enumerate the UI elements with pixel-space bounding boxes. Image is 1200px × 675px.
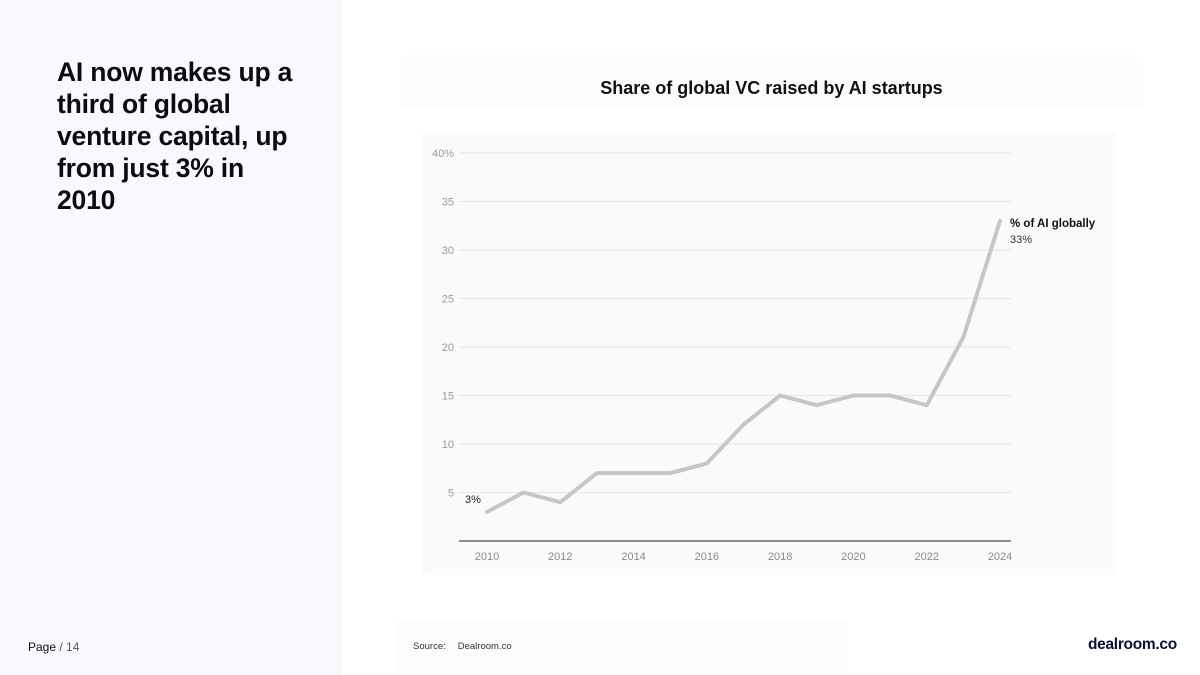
y-tick-label: 5 — [448, 488, 454, 500]
source-label: Source: — [413, 641, 446, 652]
series-name-label: % of AI globally — [1010, 218, 1096, 230]
y-tick-label: 10 — [442, 439, 454, 451]
chart-title: Share of global VC raised by AI startups — [600, 78, 943, 98]
y-tick-label: 30 — [442, 245, 454, 257]
page-label: Page — [28, 640, 57, 654]
x-tick-label: 2024 — [988, 551, 1012, 563]
page-indicator: Page / 14 — [28, 640, 79, 654]
y-tick-label: 35 — [442, 197, 454, 209]
x-tick-label: 2014 — [621, 551, 645, 563]
end-value-label: 33% — [1010, 234, 1032, 246]
plot-area — [422, 132, 1116, 575]
y-tick-label: 15 — [442, 391, 454, 403]
x-tick-label: 2010 — [475, 551, 499, 563]
page-separator: / — [56, 640, 67, 654]
y-tick-label: 40% — [432, 148, 454, 160]
start-value-label: 3% — [465, 494, 481, 506]
source-name: Dealroom.co — [457, 641, 512, 652]
x-tick-label: 2016 — [695, 551, 719, 563]
y-tick-label: 20 — [442, 342, 454, 354]
x-tick-label: 2012 — [548, 551, 572, 563]
y-tick-label: 25 — [442, 294, 454, 306]
series-line — [485, 218, 1002, 514]
dealroom-logo: dealroom.co — [1088, 636, 1177, 653]
x-tick-label: 2018 — [768, 551, 792, 563]
source-note: Source: Dealroom.co — [413, 641, 512, 652]
page-number: 14 — [66, 640, 80, 654]
left-panel — [0, 0, 343, 675]
source-area — [398, 620, 848, 672]
chart-title-area — [400, 55, 1143, 110]
x-tick-label: 2020 — [841, 551, 865, 563]
x-tick-label: 2022 — [914, 551, 938, 563]
headline: AI now makes up a third of global ventur… — [57, 57, 293, 215]
